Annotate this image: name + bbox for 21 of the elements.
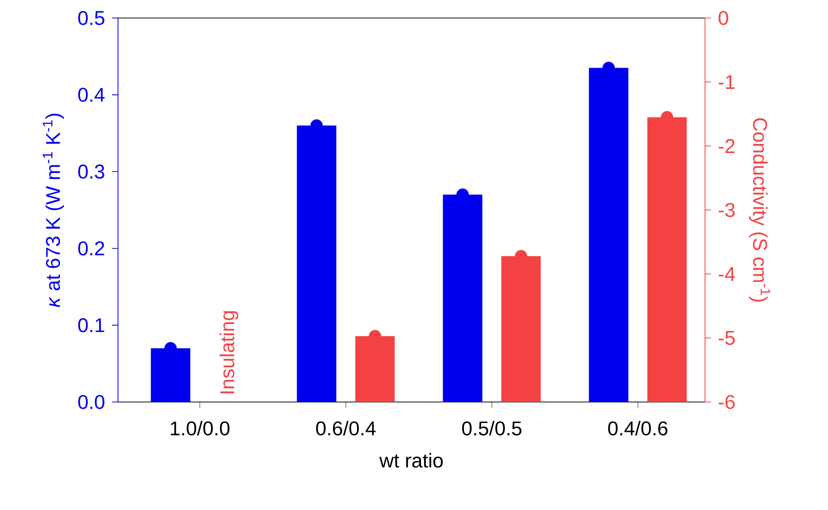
y-tick-label: 0.1 [78,318,104,332]
annotation: Insulating [220,311,238,394]
x-tick-label: 0.6/0.4 [316,420,376,436]
x-tick-label: 1.0/0.0 [170,420,230,436]
y2-tick-label: 0 [718,10,728,26]
y2-axis-title: Conductivity (S cm$^{-1}$) [749,118,770,302]
y2-tick-label: -6 [718,394,735,410]
y2-tick-label: -4 [718,267,735,281]
y2-tick-label: -5 [718,331,735,345]
x-axis-title: wt ratio [379,452,443,468]
y-tick-label: 0.4 [78,88,105,102]
y-axis-title: κ at 673 K (W m$^{-1}$ K$^{-1}$) [42,114,64,308]
y-tick-label: 0.0 [78,394,104,410]
y-tick-label: 0.3 [78,164,104,179]
y2-tick-label: -3 [718,202,735,218]
y-tick-label: 0.5 [78,10,104,26]
y-tick-label: 0.2 [78,241,104,256]
y2-tick-label: -1 [718,75,735,89]
x-tick-label: 0.5/0.5 [462,420,522,436]
y2-tick-label: -2 [718,139,735,153]
x-tick-label: 0.4/0.6 [608,420,668,436]
